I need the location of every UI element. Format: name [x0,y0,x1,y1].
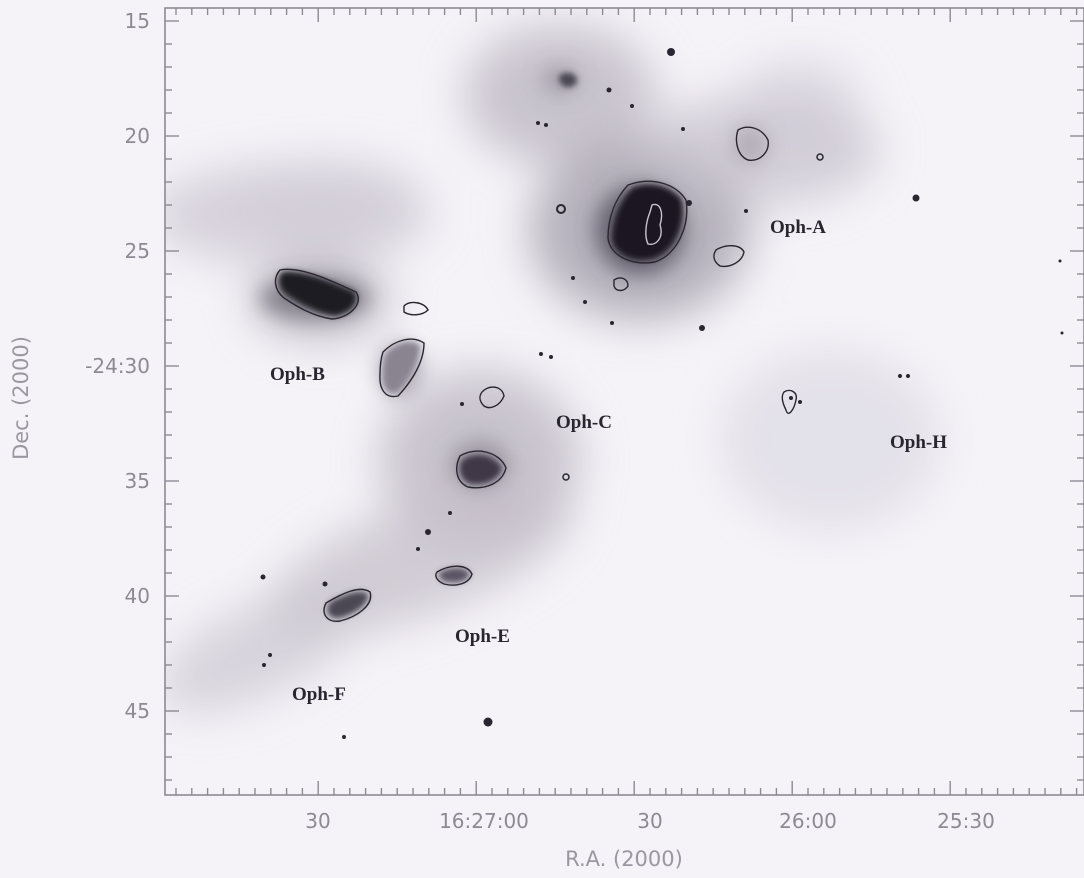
diffuse-emission [165,25,940,712]
region-label-oph-b: Oph-B [270,364,325,385]
point-sources [260,48,1064,739]
y-tick-label: 45 [125,699,150,723]
x-tick-label: 26:00 [779,809,837,833]
plot-frame [164,7,1084,796]
x-tick-labels: 30 16:27:00 30 26:00 25:30 [305,809,995,833]
contours [274,126,798,622]
y-tick-label: -24:30 [85,354,150,378]
x-tick-label: 30 [637,809,662,833]
x-tick-label: 30 [305,809,330,833]
y-tick-label: 15 [125,9,150,33]
region-labels: Oph-A Oph-B Oph-C Oph-E Oph-F Oph-H [270,217,947,705]
region-label-oph-h: Oph-H [890,432,947,453]
y-tick-label: 40 [125,584,150,608]
region-label-oph-a: Oph-A [770,217,826,238]
y-tick-label: 25 [125,239,150,263]
x-tick-label: 16:27:00 [439,809,529,833]
x-tick-label: 25:30 [937,809,995,833]
region-label-oph-c: Oph-C [556,412,612,433]
tick-marks [165,8,1084,795]
y-tick-labels: 15 20 25 -24:30 35 40 45 [85,9,150,723]
x-axis-title: R.A. (2000) [565,847,683,871]
y-tick-label: 35 [125,469,150,493]
region-label-oph-f: Oph-F [292,684,346,705]
y-axis-title: Dec. (2000) [9,336,33,460]
region-label-oph-e: Oph-E [455,626,510,647]
y-tick-label: 20 [125,124,150,148]
